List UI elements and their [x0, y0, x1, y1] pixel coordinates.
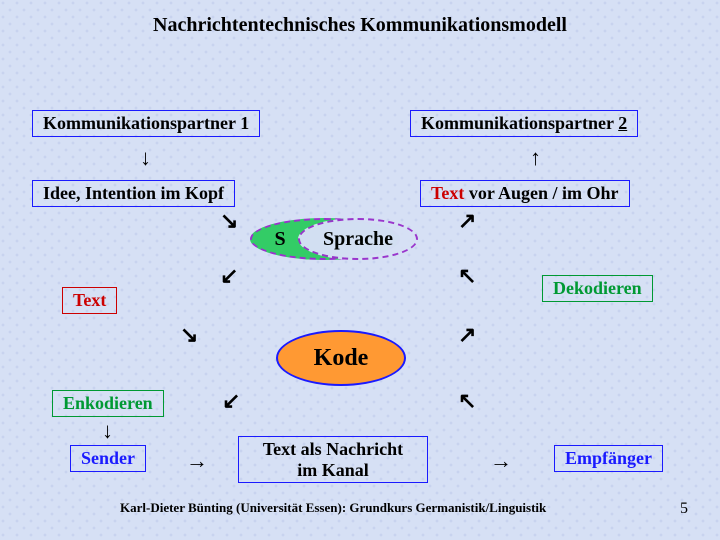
ellipse-sprache-front: Sprache [298, 218, 418, 260]
slide-root: Nachrichtentechnisches Kommunikationsmod… [0, 0, 720, 540]
ellipse-sprache-front-label: Sprache [323, 228, 393, 251]
arrow-ur-7: ↗ [458, 322, 476, 348]
box-partner-2: Kommunikationspartner 2 [410, 110, 638, 137]
ellipse-sprache-back-label: S [274, 228, 285, 251]
page-number: 5 [680, 500, 688, 518]
box-text-augen-ohr: Text vor Augen / im Ohr [420, 180, 630, 207]
footer-citation: Karl-Dieter Bünting (Universität Essen):… [120, 500, 546, 516]
box-nachricht-l1: Text als Nachricht [249, 439, 417, 460]
box-tao-accent: Text [431, 183, 464, 203]
arrow-down-0: ↓ [140, 145, 151, 171]
box-empfaenger: Empfänger [554, 445, 663, 472]
box-tao-rest: vor Augen / im Ohr [464, 183, 618, 203]
slide-title: Nachrichtentechnisches Kommunikationsmod… [0, 14, 720, 37]
box-text-left: Text [62, 287, 117, 314]
arrow-dr-2: ↘ [220, 208, 238, 234]
box-idee: Idee, Intention im Kopf [32, 180, 235, 207]
box-enkodieren: Enkodieren [52, 390, 164, 417]
arrow-ul-5: ↖ [458, 263, 476, 289]
box-partner-2-pre: Kommunikationspartner [421, 113, 618, 133]
arrow-down-10: ↓ [102, 418, 113, 444]
box-partner-1: Kommunikationspartner 1 [32, 110, 260, 137]
box-sender: Sender [70, 445, 146, 472]
box-nachricht-l2: im Kanal [249, 460, 417, 481]
arrow-dl-4: ↙ [220, 263, 238, 289]
box-partner-2-accent: 2 [618, 113, 627, 133]
arrow-right-11: → [186, 448, 208, 474]
box-nachricht: Text als Nachricht im Kanal [238, 436, 428, 483]
box-dekodieren: Dekodieren [542, 275, 653, 302]
arrow-ur-3: ↗ [458, 208, 476, 234]
arrow-ul-9: ↖ [458, 388, 476, 414]
ellipse-kode: Kode [276, 330, 406, 386]
arrow-right-12: → [490, 448, 512, 474]
arrow-up-1: ↑ [530, 145, 541, 171]
arrow-dl-8: ↙ [222, 388, 240, 414]
ellipse-kode-label: Kode [314, 345, 369, 372]
arrow-dr-6: ↘ [180, 322, 198, 348]
